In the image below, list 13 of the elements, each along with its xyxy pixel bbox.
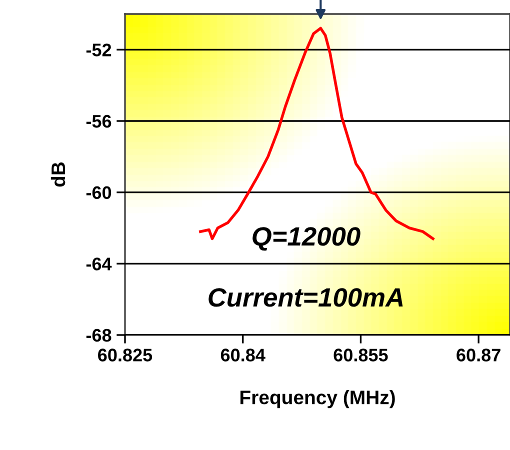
y-axis-title: dB: [50, 162, 66, 187]
annotation: Current=100mA: [208, 288, 403, 307]
x-tick-label: 60.855: [334, 348, 388, 362]
x-tick-label: 60.825: [98, 348, 152, 362]
y-tick-label: -64: [86, 258, 112, 270]
x-tick-label: 60.84: [220, 348, 266, 362]
y-tick-label: -68: [86, 328, 112, 342]
y-tick-label: -52: [86, 44, 112, 56]
x-axis-title: Frequency (MHz): [240, 390, 395, 408]
annotation: Q=12000: [252, 227, 360, 251]
y-tick-label: -60: [86, 186, 112, 200]
x-tick-label: 60.87: [456, 348, 500, 362]
y-tick-label: -56: [86, 114, 112, 128]
